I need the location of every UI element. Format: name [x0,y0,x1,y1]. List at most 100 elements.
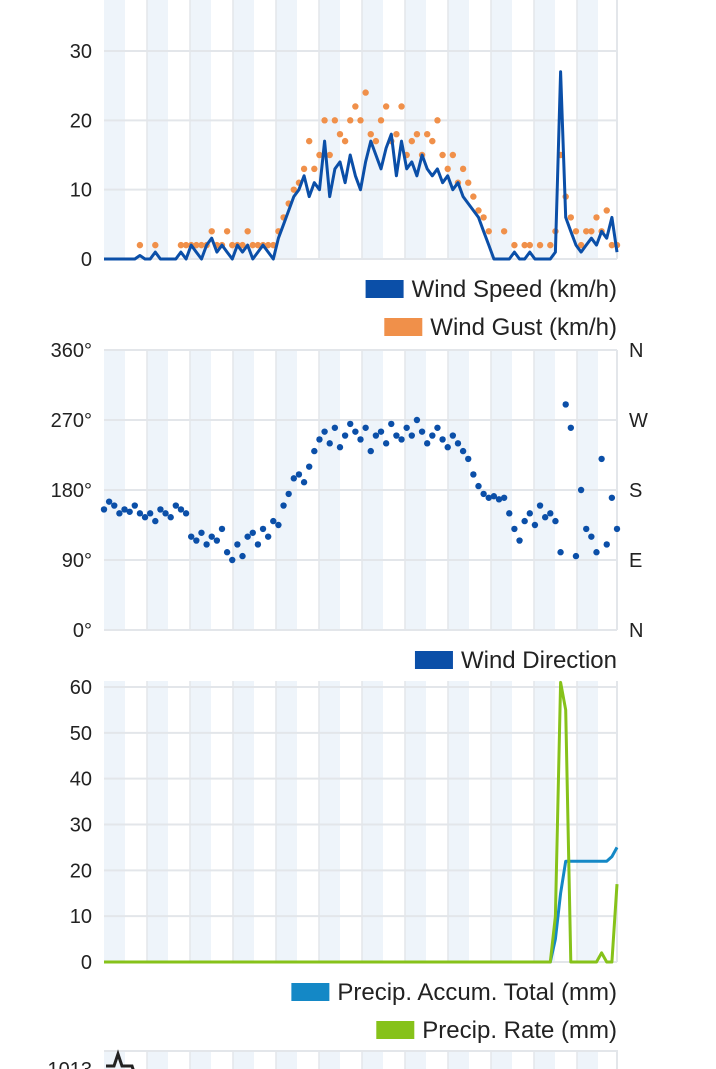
data-point [357,436,364,443]
data-point [485,228,492,235]
data-point [603,541,610,548]
data-point [475,482,482,490]
data-point [593,549,600,556]
data-point [198,241,205,249]
data-point [223,549,231,556]
data-point [167,514,174,521]
data-point [126,508,133,515]
data-point [280,502,287,509]
data-point [434,117,441,124]
y-tick-label: 60 [70,677,92,699]
background-stripe [577,1050,598,1069]
data-point [531,521,539,529]
legend-swatch [376,1021,415,1039]
data-point [418,428,426,435]
data-point [536,502,544,509]
data-point [526,241,533,249]
data-point [547,241,554,249]
data-point [500,494,508,501]
y-tick-label: 20 [70,860,92,882]
background-stripe [233,0,254,259]
data-point [577,241,585,249]
data-point [193,241,200,249]
data-point [434,424,441,431]
data-point [423,131,431,138]
data-point [249,529,256,536]
data-point [382,103,390,110]
data-point [326,440,333,447]
data-point [316,436,323,443]
data-point [213,537,221,544]
data-point [372,137,380,145]
data-point [234,541,241,548]
pressure-line [106,1049,135,1069]
data-point [331,117,339,124]
background-stripe [233,681,254,962]
data-point [449,151,457,159]
data-point [326,151,333,159]
data-point [362,424,369,431]
data-point [300,479,308,486]
data-point [470,193,477,200]
data-point [567,214,575,221]
data-point [459,447,467,455]
data-point [162,510,169,517]
data-point [372,432,380,439]
series-line-0 [104,70,619,261]
data-point [321,117,328,124]
data-point [408,137,415,145]
background-stripe [147,1050,168,1069]
data-point [264,241,272,249]
data-point [593,214,600,221]
data-point [398,436,405,443]
data-point [521,241,528,249]
data-point [444,165,451,173]
data-point [377,117,385,124]
background-stripe [491,681,512,962]
data-point [244,228,251,235]
y-tick-label-right: E [629,550,642,572]
data-point [290,475,298,482]
data-point [511,525,518,533]
background-stripe [491,1050,512,1069]
background-stripe [147,681,168,962]
data-point [377,428,385,435]
data-point [429,432,436,439]
data-point [444,444,451,451]
background-stripe [577,0,598,259]
data-point [567,424,575,431]
data-point [475,207,482,214]
y-tick-label-right: N [629,340,643,362]
data-point [557,549,564,556]
data-point [172,502,180,509]
data-point [105,498,113,505]
data-point [449,432,457,439]
data-point [182,241,190,249]
background-stripe [534,0,555,259]
data-point [495,496,503,503]
data-point [521,517,528,525]
data-point [300,165,308,173]
data-point [141,514,149,521]
data-point [336,131,344,138]
data-point [547,510,554,517]
y-tick-label: 40 [70,769,92,791]
data-point [290,186,298,193]
background-stripe [104,681,125,962]
data-point [413,416,421,424]
data-point [459,165,467,173]
y-tick-label: 10 [70,906,92,928]
data-point [393,432,400,439]
background-stripe [405,0,426,259]
data-point [367,131,374,138]
background-stripe [190,1050,211,1069]
legend-label: Wind Direction [461,647,617,674]
y-tick-label: 0° [73,620,92,642]
y-tick-label: 270° [51,410,92,432]
data-point [121,506,128,513]
y-tick-label: 90° [62,550,92,572]
data-point [511,241,518,249]
y-tick-label: 30 [70,815,92,837]
background-stripe [577,681,598,962]
data-point [223,228,231,235]
